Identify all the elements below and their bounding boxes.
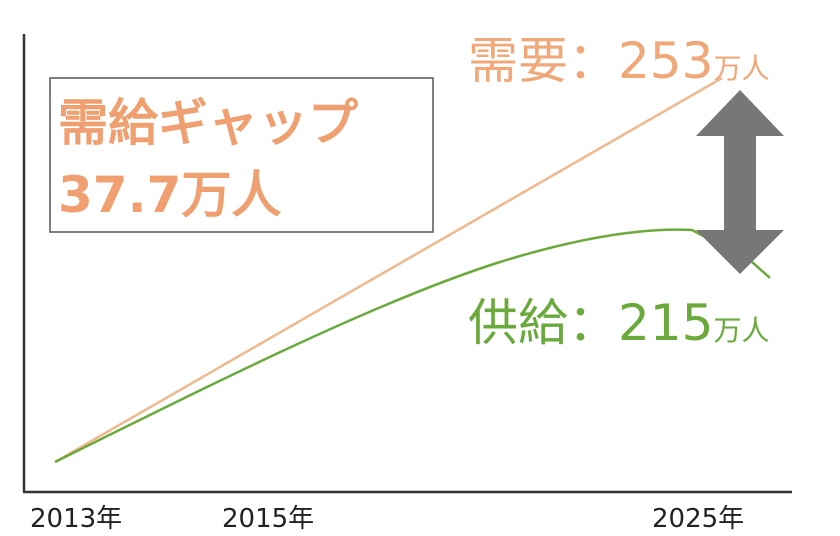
demand-unit: 万人	[713, 52, 769, 85]
supply-line	[54, 228, 771, 464]
supply-text: 供給：215	[468, 294, 713, 352]
gap-arrow	[696, 90, 784, 274]
x-label: 2025年	[652, 504, 744, 534]
demand-line	[54, 76, 723, 464]
demand-text: 需要：253	[468, 32, 713, 90]
supply-unit: 万人	[713, 314, 769, 347]
x-label: 2015年	[222, 504, 314, 534]
gap-value: 37.7万人	[58, 166, 281, 224]
demand-label: 需要：253万人	[468, 32, 769, 90]
x-label: 2013年	[30, 504, 122, 534]
supply-label: 供給：215万人	[468, 294, 769, 352]
gap-title: 需給ギャップ	[58, 94, 358, 152]
gap-box	[49, 77, 434, 233]
